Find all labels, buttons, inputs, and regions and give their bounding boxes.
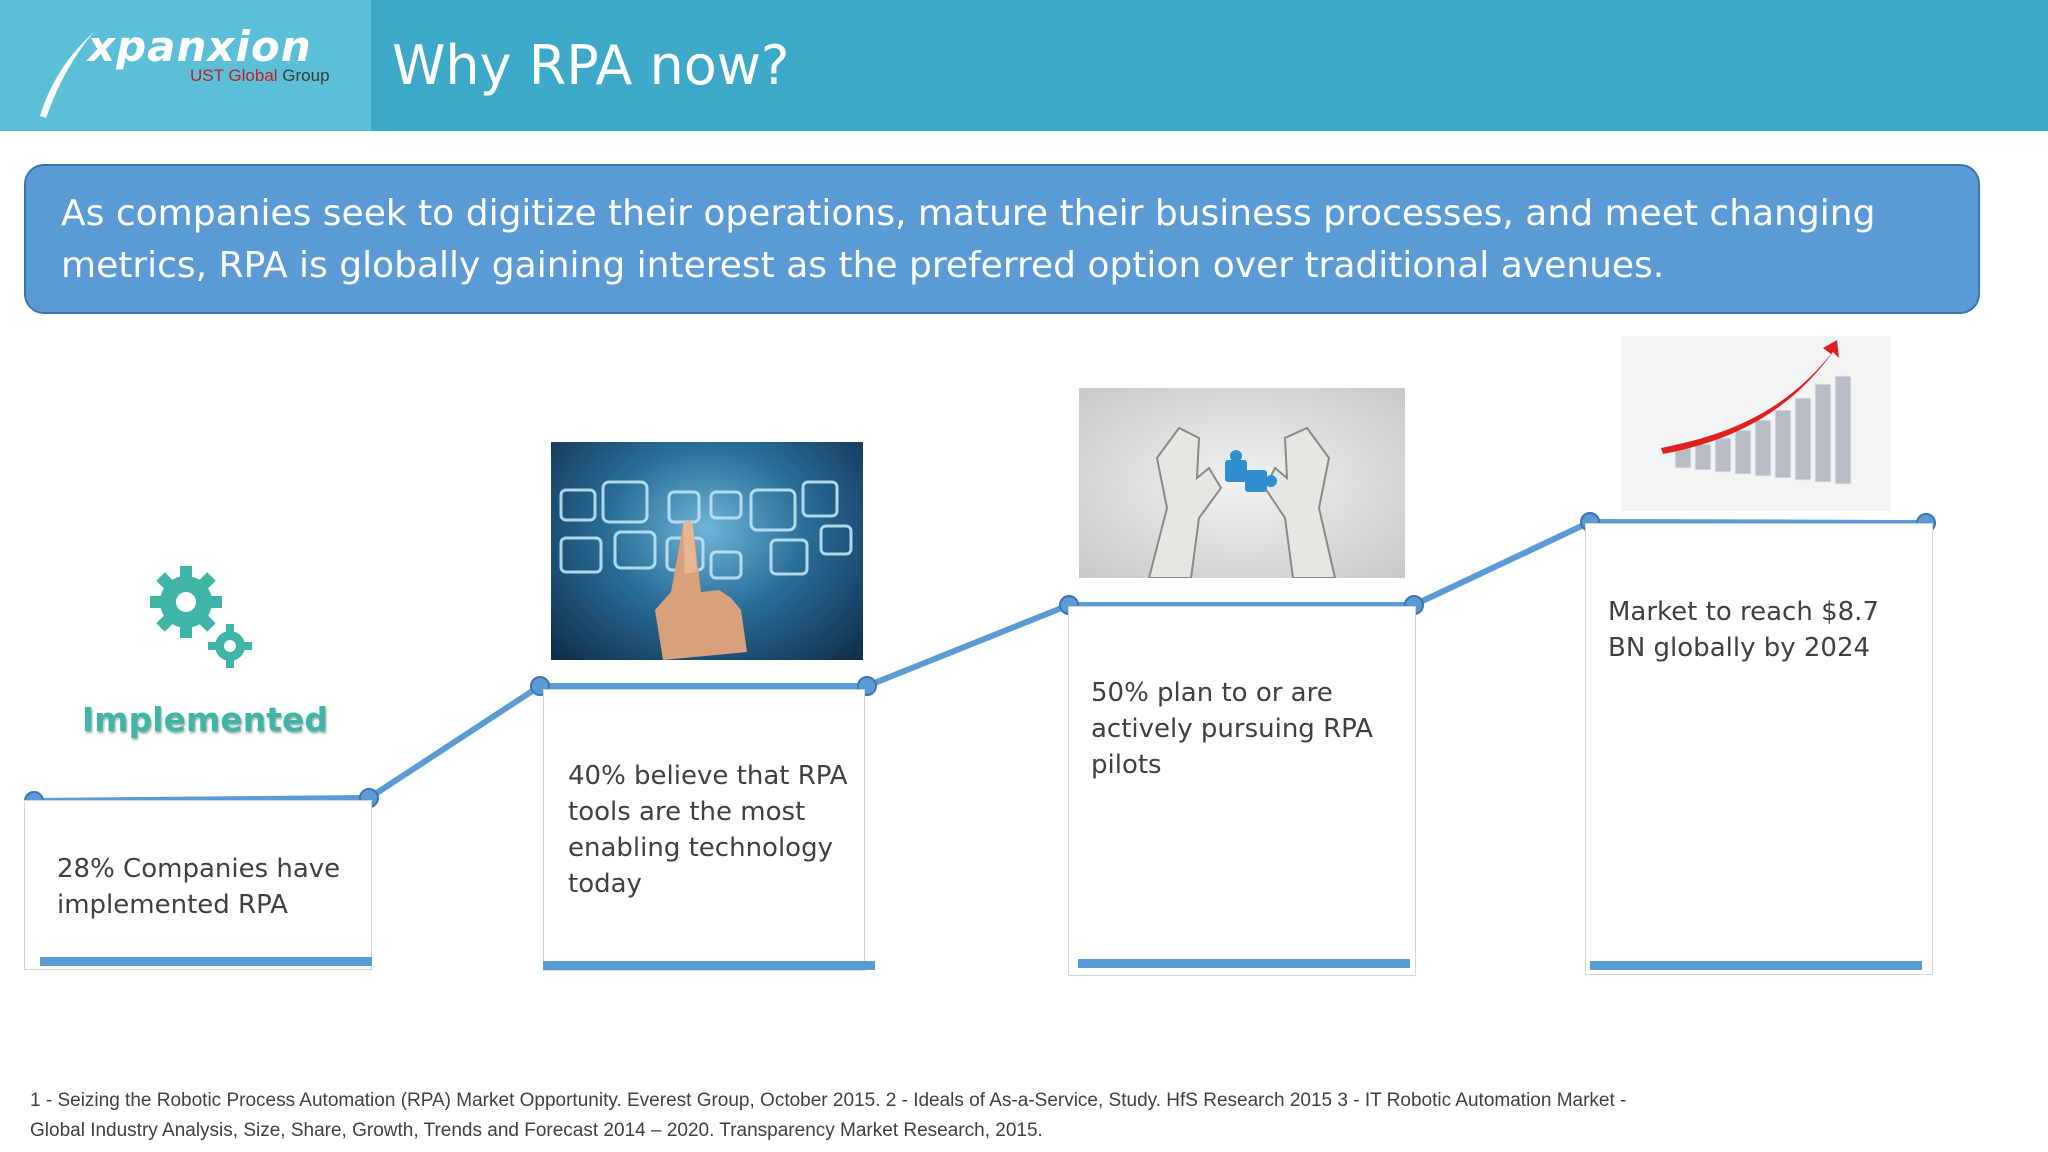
- step-card-4-text: Market to reach $8.7 BN globally by 2024: [1608, 597, 1879, 663]
- step-card-3: 50% plan to or are actively pursuing RPA…: [1068, 606, 1416, 976]
- step-card-4-underline: [1590, 961, 1922, 970]
- footnote-line-2: Global Industry Analysis, Size, Share, G…: [30, 1120, 1043, 1141]
- logo-subtitle: UST Global Group: [190, 66, 330, 85]
- step-card-1-text: 28% Companies have implemented RPA: [57, 854, 341, 920]
- step-card-2-underline: [543, 961, 875, 970]
- growth-bar-chart-arrow-photo: [1621, 336, 1891, 511]
- step-card-4: Market to reach $8.7 BN globally by 2024: [1585, 523, 1933, 975]
- robot-hands-puzzle-photo: [1079, 388, 1405, 578]
- step-card-2: 40% believe that RPA tools are the most …: [543, 689, 865, 971]
- touchscreen-hand-photo: [551, 442, 863, 660]
- footnote-line-1: 1 - Seizing the Robotic Process Automati…: [30, 1090, 1627, 1111]
- page-title: Why RPA now?: [392, 34, 790, 97]
- step-card-1-underline: [40, 957, 372, 966]
- logo-swoosh-icon: [40, 32, 94, 118]
- header-bar: xpanxion UST Global Group Why RPA now?: [0, 0, 2048, 131]
- implemented-label: Implemented: [82, 700, 329, 739]
- intro-banner: As companies seek to digitize their oper…: [24, 164, 1980, 314]
- step-card-3-text: 50% plan to or are actively pursuing RPA…: [1091, 678, 1373, 780]
- logo: xpanxion UST Global Group: [0, 0, 371, 131]
- footnotes: 1 - Seizing the Robotic Process Automati…: [30, 1086, 1730, 1146]
- step-card-3-underline: [1078, 959, 1410, 968]
- step-card-1: 28% Companies have implemented RPA: [24, 800, 372, 970]
- gears-icon: [150, 566, 252, 668]
- step-card-2-text: 40% believe that RPA tools are the most …: [568, 761, 848, 899]
- intro-banner-text: As companies seek to digitize their oper…: [61, 193, 1876, 286]
- logo-wordmark: xpanxion: [88, 22, 312, 71]
